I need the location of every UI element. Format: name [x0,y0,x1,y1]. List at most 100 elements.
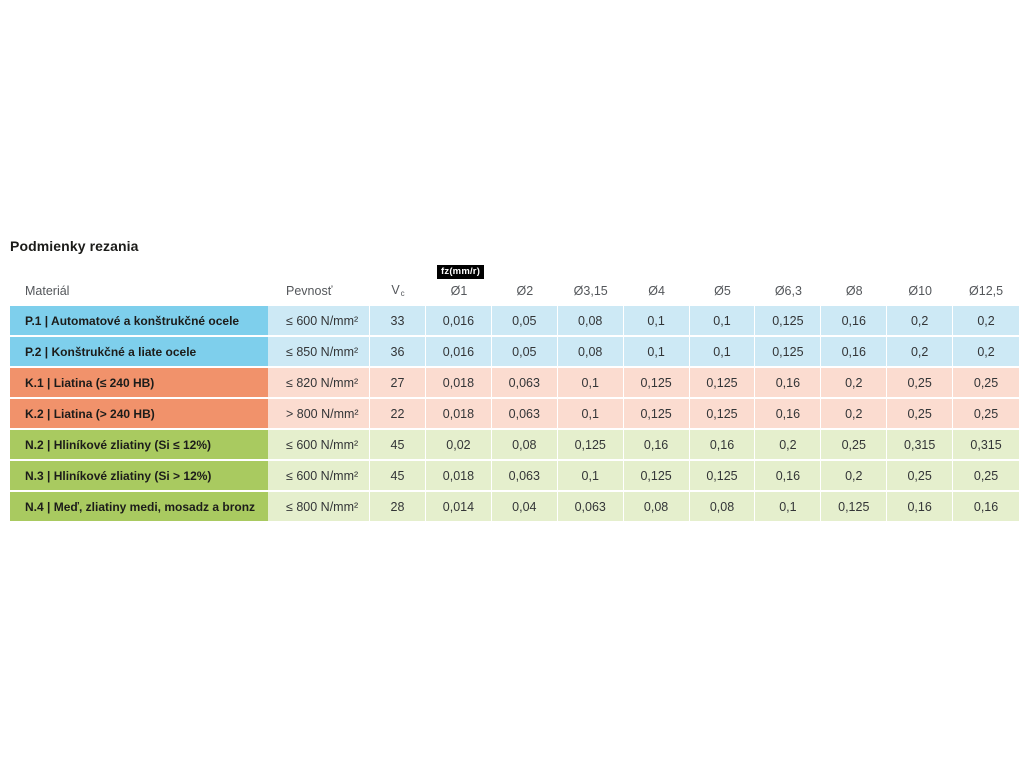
fz-cell: 0,018 [426,368,492,397]
fz-cell: 0,16 [821,337,888,366]
vc-cell: 45 [370,430,426,459]
fz-cell: 0,125 [558,430,624,459]
fz-cell: 0,16 [755,368,822,397]
fz-cell: 0,16 [821,306,888,335]
fz-cell: 0,1 [690,306,756,335]
fz-cell: 0,1 [624,306,690,335]
table-body: P.1 | Automatové a konštrukčné ocele ≤ 60… [10,306,1019,521]
fz-cell: 0,05 [492,306,558,335]
fz-cell: 0,2 [977,344,995,359]
fz-cell: 0,16 [755,461,822,490]
fz-cell: 0,063 [492,461,558,490]
table-row: N.4 | Meď, zliatiny medi, mosadz a bronz… [10,492,1019,521]
cutting-conditions-table: Materiál Pevnosť Vc fz(mm/r) Ø1 Ø2 Ø3,15 Ø4… [10,262,1019,523]
fz-cell: 0,018 [426,461,492,490]
fz-cell: 0,25 [887,399,954,428]
fz-cell: 0,16 [624,430,690,459]
table-header-row: Materiál Pevnosť Vc fz(mm/r) Ø1 Ø2 Ø3,15 Ø4… [10,262,1019,306]
col-header-diameter: Ø4 [648,284,665,298]
col-header-material: Materiál [25,284,70,298]
material-cell: N.2 | Hliníkové zliatiny (Si ≤ 12%) [10,430,268,459]
fz-cell: 0,25 [887,461,954,490]
fz-cell: 0,063 [492,399,558,428]
fz-cell: 0,125 [690,399,756,428]
vc-cell: 36 [370,337,426,366]
table-row: N.3 | Hliníkové zliatiny (Si > 12%) ≤ 600… [10,461,1019,490]
vc-cell: 22 [370,399,426,428]
fz-cell: 0,315 [887,430,954,459]
vc-subscript: c [400,289,405,298]
col-header-vc: Vc [370,283,426,306]
strength-cell: ≤ 600 N/mm² [268,306,370,335]
fz-cell: 0,063 [492,368,558,397]
fz-cell: 0,018 [426,399,492,428]
fz-cell: 0,16 [690,430,756,459]
fz-cell: 0,08 [492,430,558,459]
material-cell: N.4 | Meď, zliatiny medi, mosadz a bronz [10,492,268,521]
fz-cell: 0,1 [690,337,756,366]
fz-cell: 0,05 [492,337,558,366]
fz-cell: 0,16 [887,492,954,521]
table-row: K.2 | Liatina (> 240 HB) > 800 N/mm² 22 0,0… [10,399,1019,428]
strength-cell: ≤ 850 N/mm² [268,337,370,366]
fz-cell: 0,125 [755,337,822,366]
col-header-diameter: Ø5 [714,284,731,298]
fz-cell: 0,08 [690,492,756,521]
fz-cell: 0,2 [821,399,888,428]
fz-cell: 0,063 [558,492,624,521]
fz-unit-badge: fz(mm/r) [437,265,485,279]
fz-cell: 0,2 [821,461,888,490]
fz-cell: 0,25 [887,368,954,397]
material-cell: K.2 | Liatina (> 240 HB) [10,399,268,428]
table-row: P.1 | Automatové a konštrukčné ocele ≤ 60… [10,306,1019,335]
table-row: N.2 | Hliníkové zliatiny (Si ≤ 12%) ≤ 600… [10,430,1019,459]
fz-cell: 0,016 [426,306,492,335]
vc-cell: 28 [370,492,426,521]
strength-cell: ≤ 600 N/mm² [268,430,370,459]
fz-cell: 0,315 [970,437,1002,452]
col-header-diameter: Ø10 [908,284,932,298]
vc-cell: 27 [370,368,426,397]
strength-cell: > 800 N/mm² [268,399,370,428]
col-header-diameter: Ø8 [845,284,863,298]
strength-cell: ≤ 800 N/mm² [268,492,370,521]
fz-cell: 0,1 [558,461,624,490]
col-header-diameter: Ø2 [516,284,534,298]
fz-cell: 0,16 [755,399,822,428]
fz-cell: 0,25 [821,430,888,459]
fz-cell: 0,125 [755,306,822,335]
fz-cell: 0,2 [887,306,954,335]
fz-cell: 0,125 [690,368,756,397]
fz-cell: 0,25 [973,406,999,421]
table-row: K.1 | Liatina (≤ 240 HB) ≤ 820 N/mm² 27 0,0… [10,368,1019,397]
fz-cell: 0,125 [821,492,888,521]
fz-cell: 0,2 [977,313,995,328]
fz-cell: 0,014 [426,492,492,521]
vc-cell: 33 [370,306,426,335]
fz-cell: 0,1 [558,399,624,428]
fz-cell: 0,125 [624,368,690,397]
fz-cell: 0,125 [690,461,756,490]
fz-cell: 0,016 [426,337,492,366]
col-header-diameter: Ø1 [450,284,468,298]
fz-cell: 0,08 [558,306,624,335]
strength-cell: ≤ 600 N/mm² [268,461,370,490]
fz-cell: 0,2 [887,337,954,366]
col-header-diameter: Ø12,5 [969,284,1004,298]
fz-cell: 0,04 [492,492,558,521]
fz-cell: 0,2 [755,430,822,459]
fz-cell: 0,16 [973,499,999,514]
table-row: P.2 | Konštrukčné a liate ocele ≤ 850 N/m… [10,337,1019,366]
col-header-diameter: Ø3,15 [573,284,608,298]
material-cell: P.2 | Konštrukčné a liate ocele [10,337,268,366]
page-title: Podmienky rezania [10,238,139,254]
vc-symbol: V [391,283,400,297]
fz-cell: 0,1 [624,337,690,366]
fz-cell: 0,2 [821,368,888,397]
fz-cell: 0,125 [624,461,690,490]
col-header-diameter: Ø6,3 [774,284,802,298]
material-cell: P.1 | Automatové a konštrukčné ocele [10,306,268,335]
fz-cell: 0,08 [558,337,624,366]
strength-cell: ≤ 820 N/mm² [268,368,370,397]
